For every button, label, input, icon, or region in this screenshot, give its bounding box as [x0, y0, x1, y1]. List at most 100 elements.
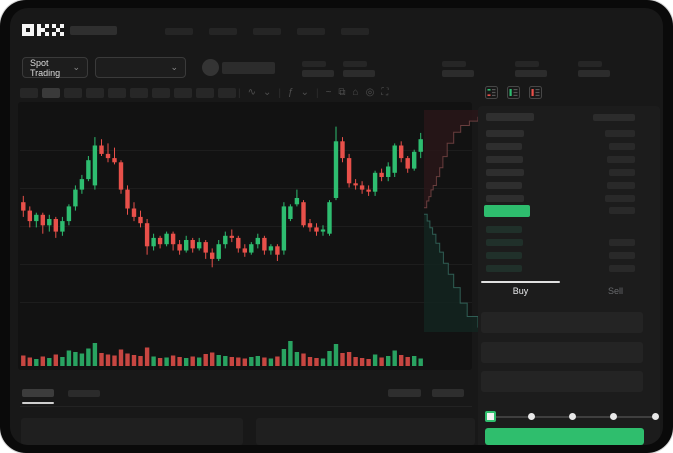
- ask-amount-placeholder: [609, 169, 635, 176]
- positions-panel-placeholder: [256, 418, 475, 445]
- slider-stop[interactable]: [610, 413, 618, 420]
- orders-tab-placeholder-active[interactable]: [22, 389, 54, 397]
- chevron-down-icon: ⌄: [170, 62, 178, 72]
- amount-field-placeholder[interactable]: [481, 342, 643, 363]
- tab-buy[interactable]: Buy: [512, 286, 529, 296]
- last-price-amount-placeholder: [609, 207, 635, 214]
- ask-price-placeholder: [486, 169, 524, 176]
- candle-style-dropdown-icon[interactable]: ⌄: [263, 87, 272, 98]
- amount-slider: [485, 409, 659, 425]
- ask-amount-placeholder: [609, 143, 635, 150]
- bid-price-placeholder: [486, 239, 523, 246]
- ask-price-placeholder: [486, 195, 524, 202]
- orderbook-asks: [478, 127, 660, 205]
- gridline: [20, 264, 472, 265]
- book-buy-depth-icon[interactable]: [507, 86, 520, 99]
- tab-sell[interactable]: Sell: [607, 286, 623, 296]
- gridline: [20, 188, 472, 189]
- okx-logo[interactable]: [22, 24, 64, 36]
- ask-amount-placeholder: [607, 156, 635, 163]
- ask-amount-placeholder: [605, 130, 635, 137]
- chevron-down-icon: ⌄: [72, 62, 80, 72]
- bid-price-placeholder: [486, 252, 522, 259]
- timeframe-button-placeholder[interactable]: [20, 88, 38, 98]
- timeframe-button-placeholder[interactable]: [64, 88, 82, 98]
- bottom-action-placeholder[interactable]: [432, 389, 464, 397]
- timeframe-button-placeholder[interactable]: [86, 88, 104, 98]
- app-window: Spot Trading ⌄ ⌄ | ∿ ⌄ | ƒ ⌄ | ~ ⧉ ⌂ ◎ ⛶: [10, 8, 663, 445]
- history-tab-placeholder[interactable]: [68, 390, 100, 397]
- gridline: [20, 302, 472, 303]
- orderbook-bids: [478, 223, 660, 275]
- active-tab-indicator: [22, 402, 54, 404]
- indicators-dropdown-icon[interactable]: ⌄: [300, 87, 309, 98]
- nav-item-placeholder[interactable]: [297, 28, 325, 35]
- candle-style-icon[interactable]: ∿: [247, 87, 256, 98]
- bid-row[interactable]: [478, 249, 660, 262]
- volume-chart: [21, 341, 423, 366]
- screenshot-icon[interactable]: ⌂: [352, 87, 359, 98]
- timeframe-button-placeholder[interactable]: [130, 88, 148, 98]
- bid-row[interactable]: [478, 262, 660, 275]
- timeframe-button-placeholder[interactable]: [174, 88, 192, 98]
- ask-price-placeholder: [486, 143, 522, 150]
- ask-row[interactable]: [478, 179, 660, 192]
- book-combined-icon[interactable]: [485, 86, 498, 99]
- nav-item-placeholder[interactable]: [253, 28, 281, 35]
- slider-handle[interactable]: [485, 411, 496, 422]
- book-sell-depth-icon[interactable]: [529, 86, 542, 99]
- buy-submit-button[interactable]: [485, 428, 644, 445]
- timeframe-button-placeholder[interactable]: [108, 88, 126, 98]
- bid-row[interactable]: [478, 223, 660, 236]
- bottom-action-placeholder[interactable]: [388, 389, 421, 397]
- candlestick-chart[interactable]: [20, 106, 424, 332]
- slider-stop[interactable]: [569, 413, 576, 420]
- ask-row[interactable]: [478, 140, 660, 153]
- nav-item-placeholder[interactable]: [165, 28, 193, 35]
- nav-item-placeholder[interactable]: [209, 28, 237, 35]
- buy-tab-indicator: [481, 281, 560, 283]
- line-chart-icon[interactable]: ~: [325, 87, 332, 98]
- trade-panel: Buy Sell: [478, 106, 660, 445]
- bid-row[interactable]: [478, 236, 660, 249]
- price-field-placeholder[interactable]: [481, 312, 643, 333]
- ask-row[interactable]: [478, 153, 660, 166]
- ask-row[interactable]: [478, 127, 660, 140]
- logo-text-placeholder: [70, 26, 117, 35]
- ask-price-placeholder: [486, 156, 523, 163]
- timeframe-button-placeholder[interactable]: [196, 88, 214, 98]
- pair-logo-placeholder: [202, 59, 219, 76]
- pair-name-placeholder: [222, 62, 275, 74]
- slider-stop[interactable]: [651, 413, 659, 420]
- bid-amount-placeholder: [609, 252, 635, 259]
- ask-row[interactable]: [478, 192, 660, 205]
- timeframe-button-placeholder[interactable]: [42, 88, 60, 98]
- slider-stop[interactable]: [527, 413, 535, 420]
- ask-amount-placeholder: [607, 182, 635, 189]
- timeframe-button-placeholder[interactable]: [152, 88, 170, 98]
- toolbar-divider: |: [278, 87, 281, 99]
- toolbar-divider: |: [238, 87, 241, 99]
- top-nav: [165, 28, 369, 35]
- timeframe-toolbar: [20, 88, 236, 98]
- nav-item-placeholder[interactable]: [341, 28, 369, 35]
- total-field-placeholder[interactable]: [481, 371, 643, 392]
- bottom-divider: [20, 406, 472, 407]
- ask-row[interactable]: [478, 166, 660, 179]
- pair-selector-dropdown[interactable]: ⌄: [95, 57, 186, 78]
- bid-amount-placeholder: [609, 239, 635, 246]
- gridline: [20, 150, 472, 151]
- fullscreen-icon[interactable]: ⛶: [381, 87, 389, 98]
- bid-price-placeholder: [486, 226, 522, 233]
- ask-amount-placeholder: [605, 195, 635, 202]
- indicators-icon[interactable]: ƒ: [288, 87, 294, 98]
- market-type-dropdown[interactable]: Spot Trading ⌄: [22, 57, 88, 78]
- ask-price-placeholder: [486, 130, 524, 137]
- ask-price-placeholder: [486, 182, 522, 189]
- timeframe-button-placeholder[interactable]: [218, 88, 236, 98]
- gridline: [20, 226, 472, 227]
- chart-settings-icon[interactable]: ◎: [365, 87, 375, 98]
- compare-icon[interactable]: ⧉: [338, 87, 346, 98]
- orders-panel-placeholder: [21, 418, 243, 445]
